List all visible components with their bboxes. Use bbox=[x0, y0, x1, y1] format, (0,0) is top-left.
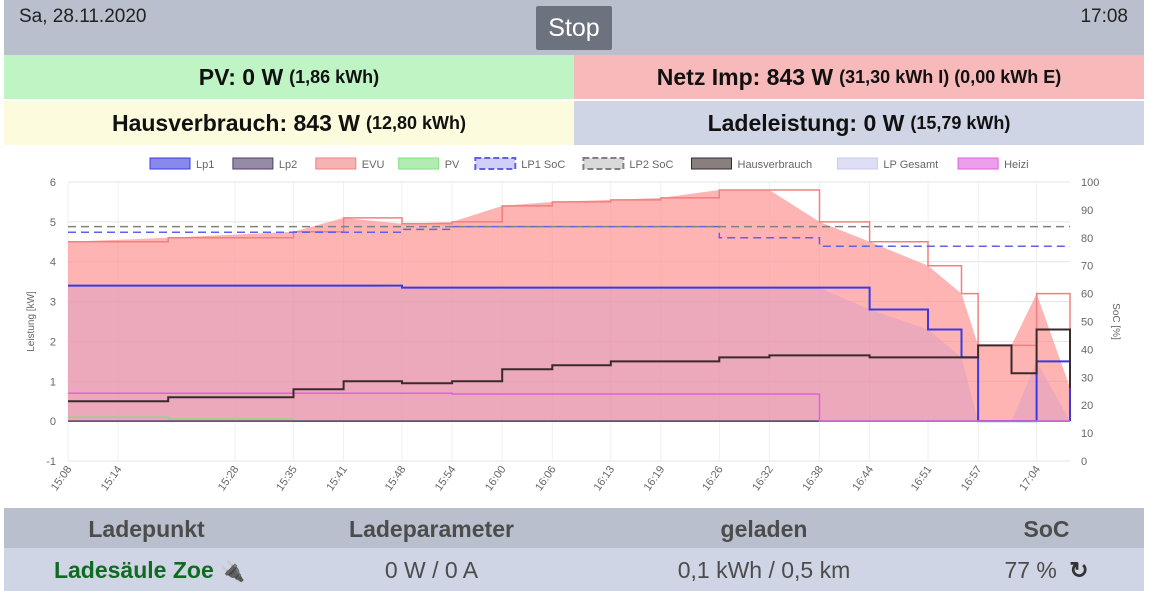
x-tick-label: 16:26 bbox=[700, 464, 726, 493]
y-tick-label: 1 bbox=[50, 376, 56, 388]
x-tick-label: 16:51 bbox=[909, 464, 935, 493]
y2-tick-label: 30 bbox=[1081, 372, 1093, 384]
x-tick-label: 16:32 bbox=[750, 464, 776, 493]
legend-label-lp2-soc: LP2 SoC bbox=[629, 159, 673, 171]
y-tick-label: 5 bbox=[50, 217, 56, 229]
y-tick-label: -1 bbox=[46, 456, 56, 468]
legend-swatch-lp2 bbox=[232, 157, 274, 170]
chargepoint-row: Ladesäule Zoe 🔌 0 W / 0 A 0,1 kWh / 0,5 … bbox=[4, 548, 1144, 591]
x-tick-label: 15:35 bbox=[274, 464, 300, 493]
legend-label-lp1: Lp1 bbox=[196, 159, 214, 171]
house-energy: (12,80 kWh) bbox=[365, 112, 466, 133]
chargepoint-name[interactable]: Ladesäule Zoe bbox=[53, 557, 214, 583]
x-tick-label: 16:44 bbox=[850, 464, 876, 493]
y2-axis-title: SoC [%] bbox=[1110, 303, 1121, 340]
y-tick-label: 0 bbox=[50, 416, 56, 428]
x-tick-label: 16:00 bbox=[483, 464, 509, 493]
legend-label-lp-gesamt: LP Gesamt bbox=[883, 159, 938, 171]
legend-label-lp2: Lp2 bbox=[279, 159, 297, 171]
legend-swatch-lp1 bbox=[149, 157, 191, 170]
series-line-evu bbox=[68, 189, 1071, 388]
refresh-icon[interactable]: ↻ bbox=[1069, 557, 1089, 583]
x-tick-label: 17:04 bbox=[1017, 464, 1043, 493]
series-area-lp-gesamt bbox=[68, 285, 1070, 422]
y2-tick-label: 50 bbox=[1081, 317, 1093, 329]
x-tick-label: 15:54 bbox=[433, 464, 459, 493]
y-tick-label: 2 bbox=[50, 336, 56, 348]
legend-swatch-lp2-soc bbox=[582, 157, 625, 170]
legend-swatch-hausverbrauch bbox=[691, 157, 732, 170]
house-summary: Hausverbrauch: 843 W (12,80 kWh) bbox=[4, 101, 574, 145]
stop-button[interactable]: Stop bbox=[536, 6, 612, 50]
x-tick-label: 16:57 bbox=[959, 464, 985, 493]
x-tick-label: 16:06 bbox=[533, 464, 559, 493]
x-tick-label: 15:41 bbox=[324, 464, 350, 493]
y2-tick-label: 60 bbox=[1081, 289, 1093, 301]
legend-label-pv: PV bbox=[445, 159, 460, 171]
x-tick-label: 16:13 bbox=[592, 464, 618, 493]
plug-icon: 🔌 bbox=[220, 561, 246, 583]
legend-swatch-heizi bbox=[957, 157, 999, 170]
pv-energy: (1,86 kWh) bbox=[289, 66, 380, 87]
grid-energy: (31,30 kWh I) (0,00 kWh E) bbox=[839, 66, 1062, 87]
soc-value: 77 % bbox=[1004, 557, 1057, 583]
y2-tick-label: 70 bbox=[1081, 261, 1093, 273]
series-area-evu bbox=[68, 190, 1070, 422]
y2-tick-label: 10 bbox=[1081, 428, 1093, 440]
x-tick-label: 15:08 bbox=[49, 464, 75, 493]
series-line-hausverbrauch bbox=[68, 328, 1071, 403]
y-tick-label: 3 bbox=[50, 297, 56, 309]
x-tick-label: 15:28 bbox=[216, 464, 242, 493]
y2-tick-label: 80 bbox=[1081, 233, 1093, 245]
y2-tick-label: 100 bbox=[1081, 177, 1099, 189]
house-power: Hausverbrauch: 843 W bbox=[111, 109, 360, 136]
date-label: Sa, 28.11.2020 bbox=[19, 6, 147, 27]
charge-power: Ladeleistung: 0 W bbox=[707, 109, 905, 136]
chargepoint-name-cell[interactable]: Ladesäule Zoe 🔌 bbox=[32, 548, 267, 591]
x-tick-label: 16:38 bbox=[800, 464, 826, 493]
y-tick-label: 4 bbox=[50, 257, 56, 269]
y2-tick-label: 20 bbox=[1081, 400, 1093, 412]
legend-swatch-lp-gesamt bbox=[836, 157, 878, 170]
grid-summary: Netz Imp: 843 W (31,30 kWh I) (0,00 kWh … bbox=[574, 55, 1144, 99]
y2-tick-label: 0 bbox=[1081, 456, 1087, 468]
legend-label-hausverbrauch: Hausverbrauch bbox=[738, 159, 813, 171]
legend-swatch-lp1-soc bbox=[474, 157, 517, 170]
pv-summary: PV: 0 W (1,86 kWh) bbox=[4, 55, 574, 99]
y2-tick-label: 40 bbox=[1081, 344, 1093, 356]
col-soc: SoC bbox=[1023, 516, 1070, 542]
chargepoint-table-header: Ladepunkt Ladeparameter geladen SoC bbox=[4, 508, 1144, 548]
series-line-heizi bbox=[68, 392, 1070, 422]
col-ladepunkt: Ladepunkt bbox=[88, 516, 205, 542]
series-line-lp1-soc bbox=[68, 225, 1070, 247]
charge-energy: (15,79 kWh) bbox=[910, 112, 1011, 133]
legend-swatch-evu bbox=[315, 157, 357, 170]
y2-tick-label: 90 bbox=[1081, 205, 1093, 217]
col-ladeparameter: Ladeparameter bbox=[349, 516, 514, 542]
y-axis-title: Leistung [kW] bbox=[26, 291, 37, 352]
x-tick-label: 15:48 bbox=[383, 464, 409, 493]
legend-label-evu: EVU bbox=[362, 159, 385, 171]
legend-label-heizi: Heizi bbox=[1004, 159, 1028, 171]
time-label: 17:08 bbox=[1080, 6, 1128, 27]
charged-amount: 0,1 kWh / 0,5 km bbox=[677, 557, 851, 583]
soc-cell: 77 % ↻ bbox=[964, 548, 1129, 591]
charge-parameter: 0 W / 0 A bbox=[384, 557, 479, 583]
grid-power: Netz Imp: 843 W bbox=[656, 63, 834, 90]
legend-label-lp1-soc: LP1 SoC bbox=[521, 159, 565, 171]
x-tick-label: 15:14 bbox=[99, 464, 125, 493]
x-tick-label: 16:19 bbox=[642, 464, 668, 493]
col-geladen: geladen bbox=[720, 516, 808, 542]
top-bar: Sa, 28.11.2020 Stop 17:08 bbox=[4, 0, 1144, 55]
pv-power: PV: 0 W bbox=[198, 63, 284, 90]
y-tick-label: 6 bbox=[50, 177, 56, 189]
charge-summary: Ladeleistung: 0 W (15,79 kWh) bbox=[574, 101, 1144, 145]
legend-swatch-pv bbox=[398, 157, 440, 170]
